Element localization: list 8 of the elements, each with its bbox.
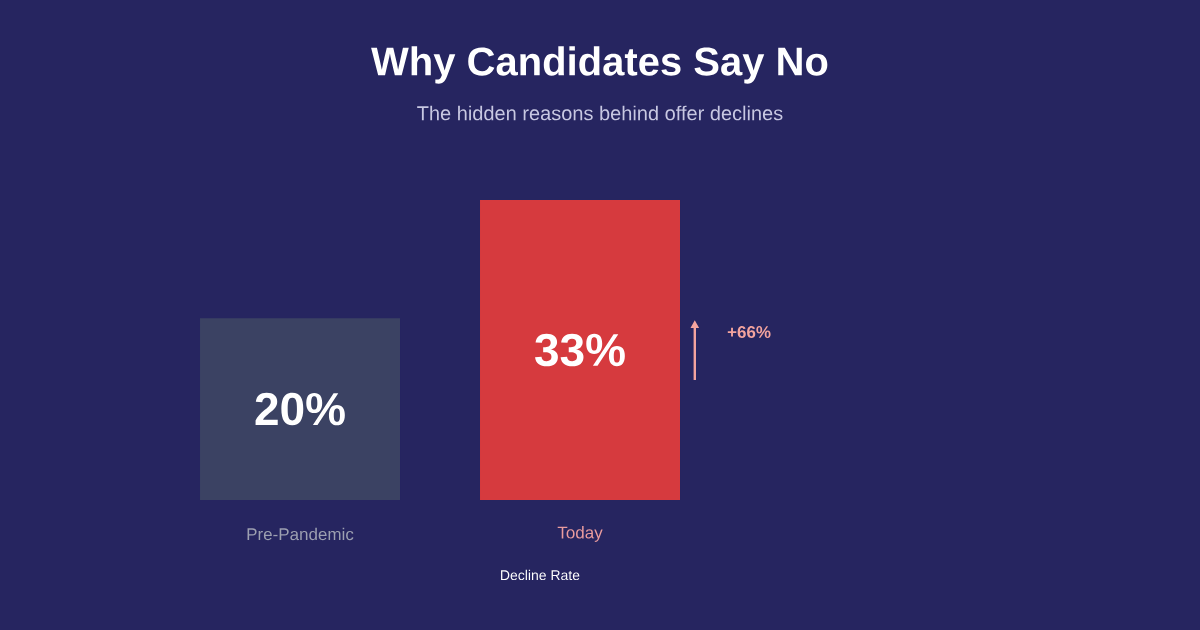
x-axis-title: Decline Rate: [501, 569, 580, 581]
chart-subtitle: The hidden reasons behind offer declines: [417, 105, 783, 121]
x-tick-label: Pre-Pandemic: [247, 527, 354, 541]
chart-title: Why Candidates Say No: [371, 46, 828, 84]
data-label: 20%: [255, 392, 345, 426]
text: +66%: [727, 325, 771, 338]
data-label: 33%: [535, 333, 625, 367]
x-tick-label: Today: [557, 526, 603, 542]
